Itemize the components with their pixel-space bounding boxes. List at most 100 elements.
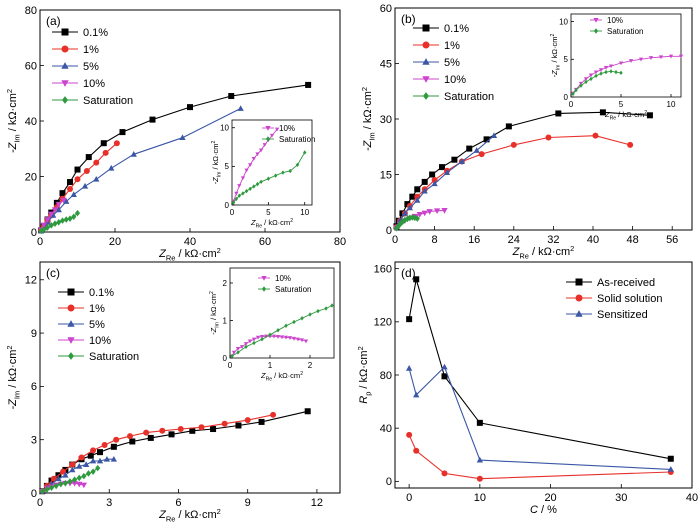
x-tick-label: 20 — [544, 492, 556, 504]
data-point — [271, 334, 277, 339]
data-point — [247, 339, 253, 344]
data-point — [421, 178, 428, 185]
data-point — [414, 215, 420, 222]
series-line — [395, 111, 650, 227]
series-saturation — [39, 464, 101, 495]
y-axis-label: -ZIm / kΩ·cm2 — [5, 345, 21, 409]
x-tick-label: 30 — [615, 492, 627, 504]
data-point — [308, 312, 312, 317]
y-axis-label: -ZIm / kΩ·cm2 — [360, 87, 376, 151]
data-point — [603, 65, 609, 70]
y-tick-label: 5 — [564, 55, 569, 64]
data-point — [110, 443, 117, 450]
x-tick-label: 24 — [508, 234, 520, 246]
data-point — [41, 226, 47, 233]
legend-marker — [261, 276, 267, 281]
legend-marker — [422, 76, 430, 83]
data-point — [44, 224, 51, 231]
data-point — [441, 470, 448, 477]
data-point — [274, 127, 280, 132]
data-point — [409, 214, 415, 221]
data-point — [48, 211, 55, 218]
x-axis-label: C / % — [530, 504, 557, 516]
series-saturation — [38, 209, 81, 235]
data-point — [244, 168, 249, 173]
data-point — [179, 134, 186, 141]
data-point — [55, 201, 62, 208]
data-point — [414, 186, 421, 193]
legend-label: 0.1% — [444, 23, 469, 35]
data-point — [316, 308, 320, 314]
data-point — [240, 176, 246, 181]
y-label-subscript: Im — [214, 322, 220, 328]
legend-label: Saturation — [279, 135, 315, 144]
legend-marker — [61, 80, 69, 87]
data-point — [284, 323, 288, 328]
y-tick-label: 0 — [31, 227, 37, 239]
data-point — [252, 184, 256, 189]
data-point — [69, 466, 76, 473]
y-label-main: -Z — [211, 177, 220, 184]
y-label-superscript: 2 — [356, 346, 365, 350]
y-label-subscript: Im — [12, 391, 21, 399]
data-point — [143, 429, 150, 436]
legend-marker — [422, 41, 430, 49]
data-point — [230, 353, 234, 359]
data-point — [270, 411, 277, 418]
data-point — [258, 148, 264, 153]
data-point — [255, 152, 260, 157]
data-point — [412, 214, 418, 222]
data-point — [258, 418, 265, 425]
x-tick-label: 12 — [311, 497, 323, 509]
legend-marker — [61, 45, 69, 53]
x-axis-label: ZRe / kΩ·cm2 — [158, 246, 221, 262]
data-point — [103, 455, 111, 462]
data-point — [113, 140, 120, 147]
data-point — [67, 179, 73, 186]
data-point — [93, 159, 100, 166]
data-point — [668, 54, 674, 59]
legend-marker — [423, 92, 429, 100]
data-point — [189, 427, 196, 434]
series-5- — [393, 132, 498, 230]
legend-marker — [62, 96, 68, 104]
data-point — [628, 59, 634, 63]
y-tick-label: 0 — [31, 488, 37, 500]
x-tick-label: 32 — [547, 234, 559, 246]
data-point — [44, 486, 50, 493]
data-point — [305, 81, 312, 88]
data-point — [237, 105, 244, 111]
x-label-subscript: Re — [166, 253, 176, 262]
y-label-superscript: 2 — [550, 33, 556, 36]
y-label-subscript: p — [363, 392, 372, 396]
data-point — [303, 150, 307, 155]
legend-label: 10% — [275, 274, 291, 283]
x-tick-label: 9 — [245, 497, 251, 509]
legend-label: Solid solution — [597, 293, 662, 305]
data-point — [52, 220, 58, 227]
x-label-unit: / kΩ·cm — [616, 110, 644, 119]
data-point — [619, 70, 623, 76]
data-point — [416, 212, 423, 218]
legend-label: 0.1% — [89, 287, 114, 299]
data-point — [72, 476, 78, 483]
series-as-received — [406, 276, 674, 462]
y-axis-label: -ZIm / kΩ·cm2 — [5, 89, 21, 153]
legend-label: 10% — [279, 124, 295, 133]
data-point — [476, 456, 484, 463]
legend-label: 1% — [83, 44, 99, 56]
data-point — [255, 181, 260, 187]
x-label-unit: / kΩ·cm — [529, 246, 570, 258]
x-label-main: Z — [260, 371, 266, 380]
x-label-main: Z — [512, 246, 521, 258]
data-point — [55, 206, 62, 213]
y-tick-label: 6 — [31, 381, 37, 393]
legend-marker — [593, 28, 599, 34]
x-tick-label: 0 — [37, 497, 43, 509]
x-tick-label: 10 — [474, 492, 486, 504]
data-point — [48, 484, 55, 491]
data-point — [406, 431, 413, 438]
data-point — [598, 68, 604, 73]
